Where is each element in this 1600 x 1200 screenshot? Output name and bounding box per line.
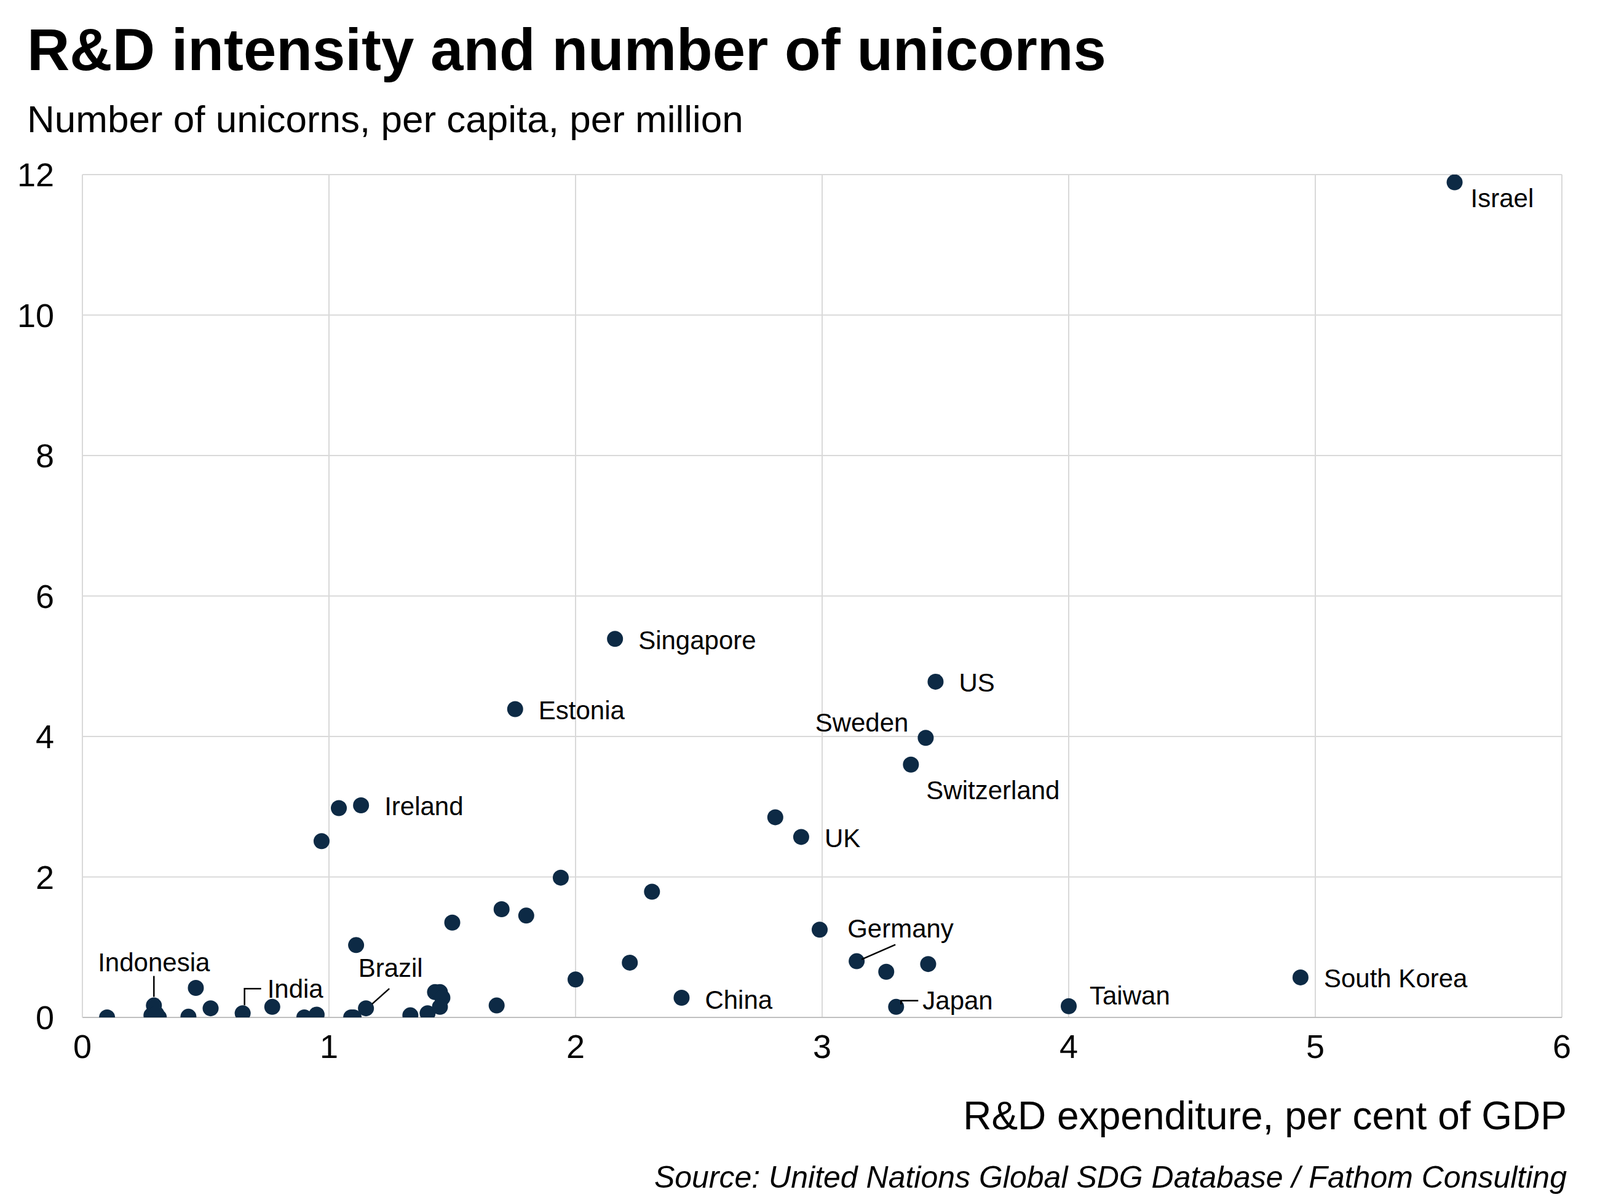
svg-text:India: India — [267, 974, 325, 1004]
svg-text:Israel: Israel — [1470, 183, 1535, 213]
svg-text:South Korea: South Korea — [1323, 964, 1468, 994]
svg-text:Brazil: Brazil — [358, 953, 424, 983]
svg-text:Sweden: Sweden — [815, 708, 909, 738]
svg-text:1: 1 — [319, 1028, 339, 1066]
html-text:Source: United Nations Global: Source: United Nations Global SDG Databa… — [654, 1160, 1567, 1195]
svg-text:Singapore: Singapore — [638, 625, 756, 655]
svg-text:Germany: Germany — [847, 914, 954, 944]
svg-text:Japan: Japan — [922, 986, 993, 1016]
html-text:R&D expenditure, per cent of G: R&D expenditure, per cent of GDP — [963, 1093, 1567, 1139]
svg-text:China: China — [704, 985, 773, 1015]
svg-text:4: 4 — [35, 718, 55, 756]
svg-text:2: 2 — [566, 1028, 585, 1066]
svg-text:US: US — [958, 668, 995, 698]
svg-text:6: 6 — [35, 578, 55, 615]
svg-text:12: 12 — [17, 156, 55, 194]
svg-text:Ireland: Ireland — [384, 792, 464, 821]
svg-text:3: 3 — [812, 1028, 832, 1066]
svg-text:Taiwan: Taiwan — [1089, 981, 1171, 1011]
svg-text:0: 0 — [73, 1028, 92, 1066]
svg-text:10: 10 — [17, 297, 55, 334]
svg-text:6: 6 — [1552, 1028, 1572, 1066]
svg-text:UK: UK — [824, 823, 861, 853]
html-text:R&D intensity and number of un: R&D intensity and number of unicorns — [27, 16, 1107, 83]
svg-text:8: 8 — [35, 437, 55, 475]
svg-text:Indonesia: Indonesia — [97, 948, 211, 978]
svg-text:0: 0 — [35, 999, 55, 1037]
html-text:Number of unicorns, per capita: Number of unicorns, per capita, per mill… — [27, 97, 744, 141]
svg-text:4: 4 — [1059, 1028, 1078, 1066]
svg-text:2: 2 — [35, 859, 55, 896]
svg-text:5: 5 — [1306, 1028, 1325, 1066]
svg-text:Estonia: Estonia — [538, 696, 626, 725]
svg-text:Switzerland: Switzerland — [926, 776, 1060, 805]
